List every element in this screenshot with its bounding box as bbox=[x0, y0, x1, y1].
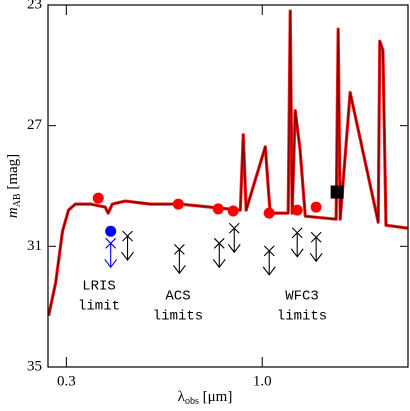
photometry-point bbox=[263, 207, 275, 219]
photometry-point bbox=[105, 225, 117, 237]
y-label-sub: AB bbox=[12, 193, 23, 207]
upper-limit bbox=[290, 227, 304, 258]
x-tick-label: 0.3 bbox=[57, 373, 76, 389]
upper-limit bbox=[212, 237, 226, 269]
annotation: limits bbox=[153, 309, 203, 325]
x-tick-label: 1.0 bbox=[253, 373, 272, 389]
y-tick-label: 23 bbox=[27, 0, 42, 12]
annotation: limits bbox=[277, 309, 327, 325]
y-label-unit: [mag] bbox=[5, 154, 21, 194]
photometry-point bbox=[92, 192, 104, 204]
upper-limit bbox=[121, 230, 134, 261]
annotation: WFC3 bbox=[285, 289, 319, 305]
x-axis-label: λobs [μm] bbox=[178, 389, 233, 407]
photometry-square bbox=[330, 185, 344, 199]
photometry-point bbox=[172, 198, 184, 210]
upper-limit bbox=[172, 243, 186, 275]
y-label-symbol: m bbox=[5, 207, 21, 218]
annotation: LRIS bbox=[82, 279, 116, 295]
y-tick-label: 27 bbox=[27, 117, 43, 133]
annotation: ACS bbox=[165, 289, 190, 305]
annotation: limit bbox=[78, 299, 120, 315]
plot-area bbox=[48, 9, 408, 317]
upper-limit bbox=[104, 237, 118, 269]
x-label-symbol: λ bbox=[178, 389, 186, 405]
spectrum-outline bbox=[48, 9, 408, 317]
spectrum bbox=[48, 10, 408, 316]
upper-limit bbox=[262, 245, 276, 276]
y-tick-label: 35 bbox=[27, 358, 42, 374]
upper-limit bbox=[227, 222, 241, 254]
plot-frame bbox=[47, 4, 409, 368]
y-axis-label: mAB [mag] bbox=[5, 154, 23, 218]
upper-limit bbox=[309, 231, 323, 263]
photometry-point bbox=[212, 203, 224, 215]
photometry-point bbox=[291, 204, 303, 216]
photometry-point bbox=[227, 205, 239, 217]
x-label-sub: obs bbox=[185, 396, 199, 407]
y-tick-label: 31 bbox=[27, 238, 42, 254]
photometry-point bbox=[310, 201, 322, 213]
x-label-unit: [μm] bbox=[199, 389, 232, 405]
